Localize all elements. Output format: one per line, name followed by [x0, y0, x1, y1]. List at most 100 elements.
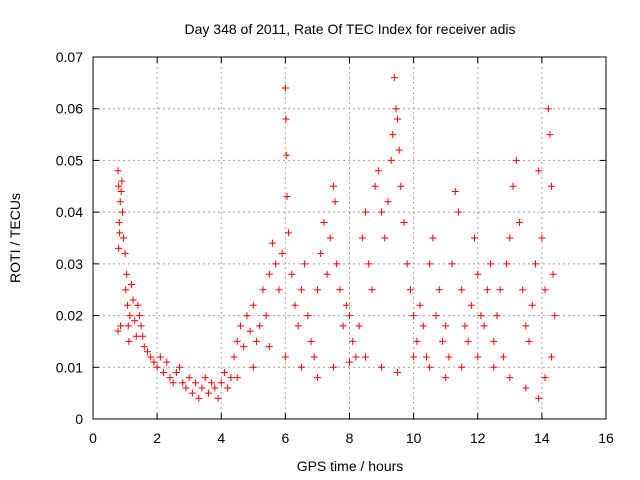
data-point	[163, 358, 171, 366]
data-point	[313, 286, 321, 294]
axis-ticks: 0 2 4 6 8 10 12 14 16 0 0.01 0.02 0.03 0.04 0.05 0.06 0.…	[56, 49, 614, 446]
data-point	[272, 260, 280, 268]
data-point	[535, 394, 543, 402]
data-point	[291, 301, 299, 309]
data-point	[397, 182, 405, 190]
data-point	[512, 156, 520, 164]
data-point	[464, 337, 472, 345]
data-point	[538, 234, 546, 242]
chart-title: Day 348 of 2011, Rate Of TEC Index for r…	[185, 21, 516, 37]
data-point	[283, 151, 291, 159]
x-tick-label: 14	[534, 430, 550, 446]
data-point	[114, 167, 122, 175]
data-point	[233, 337, 241, 345]
data-point	[249, 363, 257, 371]
data-point	[362, 353, 370, 361]
data-point	[307, 337, 315, 345]
data-point	[116, 198, 124, 206]
data-point	[549, 270, 557, 278]
data-point	[297, 286, 305, 294]
data-point	[429, 234, 437, 242]
data-point	[134, 301, 142, 309]
data-point	[139, 332, 147, 340]
data-point	[253, 337, 261, 345]
data-point	[135, 312, 143, 320]
data-point	[342, 301, 350, 309]
data-point	[551, 312, 559, 320]
data-point	[188, 389, 196, 397]
data-point	[281, 353, 289, 361]
data-point	[410, 353, 418, 361]
x-tick-label: 8	[346, 430, 354, 446]
data-point	[333, 260, 341, 268]
y-tick-label: 0.01	[56, 359, 83, 375]
data-point	[310, 353, 318, 361]
data-point	[546, 131, 554, 139]
data-point	[214, 394, 222, 402]
data-point	[204, 389, 212, 397]
data-point	[547, 353, 555, 361]
y-tick-label: 0.05	[56, 152, 83, 168]
data-point	[346, 358, 353, 366]
data-point	[262, 312, 270, 320]
data-point	[395, 146, 403, 154]
data-point	[384, 198, 392, 206]
x-tick-label: 12	[470, 430, 486, 446]
data-point	[236, 322, 244, 330]
data-point	[123, 270, 131, 278]
data-point	[432, 312, 440, 320]
data-point	[329, 363, 337, 371]
y-tick-label: 0.02	[56, 308, 83, 324]
data-point	[118, 208, 126, 216]
data-point	[313, 374, 321, 382]
data-point	[137, 322, 145, 330]
data-point	[416, 301, 424, 309]
data-point	[458, 363, 466, 371]
data-point	[406, 286, 414, 294]
data-point	[208, 379, 216, 387]
data-point	[535, 167, 543, 175]
data-point	[179, 379, 187, 387]
data-point	[371, 182, 379, 190]
data-point	[426, 363, 434, 371]
data-point	[419, 322, 427, 330]
data-point	[378, 208, 386, 216]
data-point	[378, 363, 386, 371]
data-point	[227, 374, 235, 382]
x-tick-label: 6	[281, 430, 289, 446]
data-point	[358, 234, 366, 242]
data-point	[147, 353, 155, 361]
data-point	[503, 260, 511, 268]
data-point	[185, 374, 193, 382]
data-point	[288, 270, 296, 278]
data-point	[506, 234, 514, 242]
data-point	[442, 374, 450, 382]
data-point	[346, 312, 353, 320]
data-point	[125, 337, 133, 345]
data-point	[474, 353, 482, 361]
data-point	[124, 322, 132, 330]
data-point	[265, 270, 273, 278]
data-point	[122, 286, 130, 294]
y-tick-label: 0.03	[56, 256, 83, 272]
data-point	[201, 374, 209, 382]
data-point	[246, 327, 254, 335]
data-point	[455, 208, 463, 216]
data-point	[413, 337, 421, 345]
data-point	[304, 312, 312, 320]
data-point	[114, 327, 122, 335]
data-point	[426, 260, 434, 268]
data-point	[541, 374, 549, 382]
data-point	[339, 322, 347, 330]
data-point	[499, 353, 507, 361]
data-point	[496, 286, 504, 294]
data-point	[124, 301, 132, 309]
data-point	[410, 312, 418, 320]
data-point	[477, 312, 485, 320]
data-point	[243, 312, 251, 320]
data-point	[217, 379, 225, 387]
y-tick-label: 0	[75, 411, 83, 427]
data-point	[129, 296, 137, 304]
data-point	[240, 343, 248, 351]
